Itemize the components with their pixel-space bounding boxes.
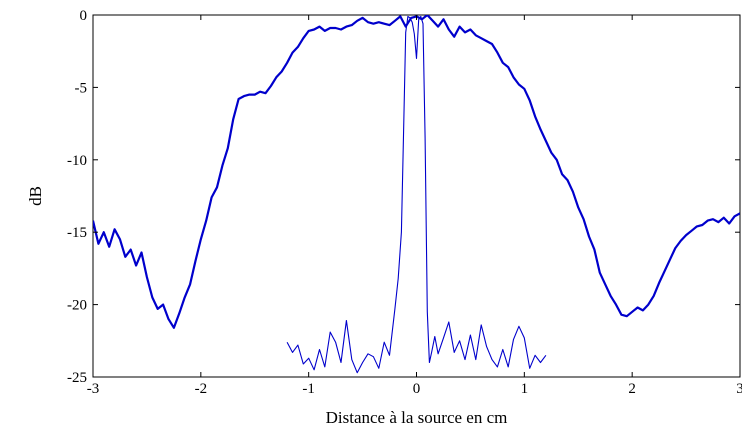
x-tick-label: 3 [736,381,742,397]
series-line-1 [93,15,740,329]
x-axis: -3 -2 -1 0 1 2 3 [87,15,742,397]
y-tick-label: -20 [67,298,87,314]
y-tick-label: -10 [67,153,87,169]
y-axis-label: dB [26,186,45,206]
plot-area [92,14,741,378]
series-layer [93,15,740,374]
y-tick-label: -15 [67,225,87,241]
x-tick-label: -3 [87,381,100,397]
x-tick-label: 1 [521,381,529,397]
series-line-2 [286,15,547,374]
x-tick-label: -2 [195,381,208,397]
x-tick-label: 2 [628,381,636,397]
y-tick-label: 0 [80,8,88,24]
y-tick-label: -25 [67,370,87,386]
y-tick-label: -5 [75,80,88,96]
plot-frame [92,14,741,378]
x-tick-label: 0 [413,381,421,397]
y-axis: 0 -5 -10 -15 -20 -25 [67,8,740,386]
x-axis-label: Distance à la source en cm [326,408,508,427]
x-tick-label: -1 [302,381,315,397]
